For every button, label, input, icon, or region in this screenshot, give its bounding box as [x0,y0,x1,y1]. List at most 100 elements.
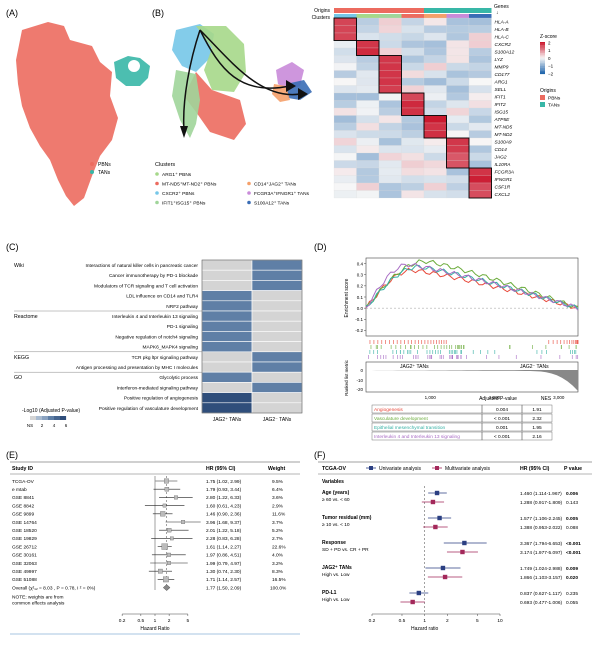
heatmap-cell [333,92,357,101]
table-term: Interleukin 4 and Interleukin 13 signali… [374,434,460,440]
heatmap-cell [378,25,402,34]
pathway-term: Interferon-mediated signaling pathway [117,385,199,391]
pathway-cell [201,280,253,291]
heatmap-cell [468,190,492,199]
table-nes-cell [521,404,553,414]
study-point [160,511,166,517]
heatmap-cell [423,107,447,116]
overall-hr: 1.77 (1.50, 2.09) [206,585,242,591]
heatmap-cell [468,175,492,184]
cluster-strip-cell [356,14,379,19]
pathway-cell [201,331,253,342]
pathway-cell [251,259,303,271]
heatmap-cell [401,160,425,169]
cox-p: 0.235 [566,591,578,597]
es-ylabel: Enrichment score [344,278,350,317]
heatmap-cell [378,62,402,71]
block-outline [333,17,357,41]
cox-p: 0.143 [566,500,578,506]
heatmap-cell [401,62,425,71]
heatmap-cell [378,32,402,41]
hr-header: HR (95% CI) [520,466,550,472]
marker-heatmap: OriginsClustersGenes↓HLA-AHLA-BHLA-CCXCR… [312,4,561,199]
zscore-ramp-cell [540,67,545,70]
panel-c-pathway-heatmap: Wiki Interactions of natural killer cells… [14,259,303,428]
heatmap-cell [401,17,425,26]
hr-axis-label: Hazard Ratio [140,626,169,632]
cox-hr: 1.577 (1.106-2.245) [520,516,563,522]
pathway-cell [201,392,253,404]
heatmap-cell [423,190,447,199]
cox-p: 0.020 [566,575,578,581]
cluster-strip-cell [401,14,424,19]
study-hr: 1.97 (0.86, 4.51) [206,553,242,559]
pathway-legend-tick: 4 [53,423,56,428]
heatmap-cell [356,130,380,139]
study-id: GSE 49997 [12,569,37,575]
zscore-title: Z-score [540,34,557,40]
legend-label: PBNs [98,162,111,168]
hr-axis-tick-label: 1 [423,618,426,624]
zscore-ramp-cell [540,53,545,55]
heatmap-cell [333,167,357,176]
table-p: 0.004 [496,407,508,413]
study-point [170,536,174,541]
gene-label: CXCR2 [495,42,512,48]
zscore-tick: 0 [548,56,551,61]
panel-f-forest-plot: TCGA-OV Univariate analysis Multivariate a… [318,461,592,632]
pathway-legend-ramp [54,416,56,420]
p-header: P value [564,466,582,472]
origin-strip-cell [401,8,424,13]
study-point [166,552,171,557]
study-id: GSE 8842 [12,503,34,509]
pathway-legend-ramp [45,416,47,420]
heatmap-cell [378,107,402,116]
study-id: TCGA-OV [12,479,35,485]
pathway-legend-ramp [61,416,64,420]
cox-p: <0.001 [566,550,581,556]
origins-legend-swatch [540,95,545,100]
heatmap-cell [423,152,447,161]
study-weight: 5.2% [272,528,284,534]
heatmap-cell [401,137,425,146]
pathway-legend-ramp [39,416,41,420]
variable-name: JAG2⁺ TANs [322,565,352,571]
pathway-cell [201,361,253,373]
variable-contrast: SD + PD vs. CR + PR [322,547,369,553]
heatmap-cell [356,25,380,34]
zscore-ramp-cell [540,70,545,73]
study-point [174,495,178,500]
heatmap-cell [401,145,425,154]
cox-point [430,499,436,505]
pathway-column-label: JAG2⁺ TANs [213,417,242,423]
study-point [167,561,171,565]
cox-p: 0.006 [566,491,578,497]
heatmap-cell [333,55,357,64]
variable-name: PD-L1 [322,590,337,596]
heatmap-cell [378,92,402,101]
heatmap-cell [378,85,402,94]
heatmap-cell [446,92,470,101]
table-nes: 2.32 [532,416,542,422]
es-tick: -0.2 [355,328,363,333]
gene-label: HLA-B [495,27,510,33]
heatmap-cell [333,100,357,109]
pathway-term: Glycolytic process [159,375,198,381]
heatmap-cell [356,107,380,116]
pathway-cell [251,392,303,404]
cox-point [433,524,438,530]
hr-axis-tick-label: 2 [168,618,171,624]
heatmap-cell [356,40,380,49]
study-id: GSE 32063 [12,561,37,567]
heatmap-cell [446,160,470,169]
heatmap-cell [423,137,447,146]
pathway-term: Modulators of TCR signaling and T cell a… [94,283,198,289]
pathway-cell [251,382,303,393]
gene-label: MMP9 [495,65,509,71]
origin-strip-cell [356,8,379,13]
cox-point [440,565,446,571]
ranked-metric-area [366,370,578,391]
panel-label-b: (B) [152,8,164,18]
heatmap-cell [333,145,357,154]
heatmap-cell [333,62,357,71]
